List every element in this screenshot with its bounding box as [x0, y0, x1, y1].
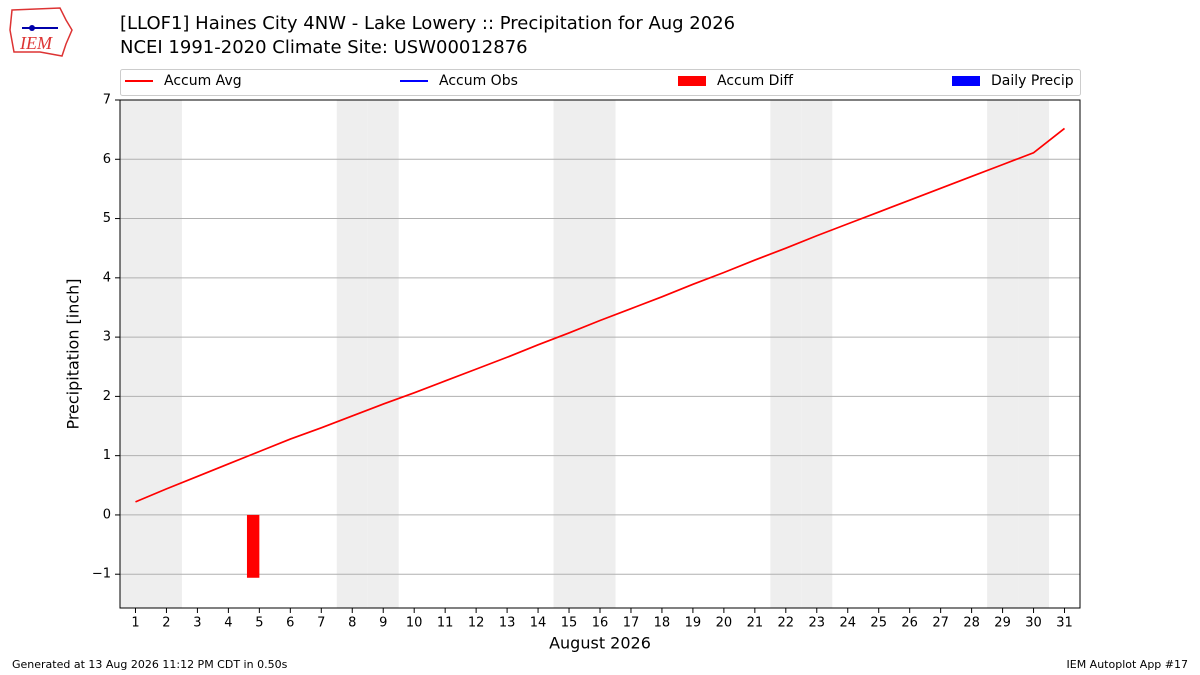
weekend-band: [120, 100, 151, 608]
legend-box: [120, 69, 1081, 96]
x-tick-label: 29: [994, 616, 1011, 631]
x-tick-label: 19: [685, 616, 702, 631]
x-tick-label: 5: [255, 616, 263, 631]
x-tick-label: 16: [592, 616, 609, 631]
legend-label: Daily Precip: [991, 73, 1074, 89]
y-tick-label: −1: [92, 567, 111, 582]
weekend-band: [336, 100, 368, 608]
x-tick-label: 10: [406, 616, 423, 631]
legend-label: Accum Avg: [164, 73, 242, 89]
x-tick-label: 4: [224, 616, 232, 631]
x-tick-label: 14: [530, 616, 547, 631]
chart-title: [LLOF1] Haines City 4NW - Lake Lowery ::…: [120, 13, 735, 34]
plot-frame: [119, 99, 1081, 609]
x-tick-label: 21: [747, 616, 764, 631]
x-tick-label: 2: [162, 616, 170, 631]
weekend-band: [770, 100, 802, 608]
legend-swatch: [678, 76, 706, 86]
weekend-band: [367, 100, 399, 608]
x-tick-label: 7: [317, 616, 325, 631]
logo: IEM: [9, 7, 73, 57]
x-tick-label: 30: [1025, 616, 1042, 631]
x-tick-label: 1: [131, 616, 139, 631]
x-tick-label: 12: [468, 616, 485, 631]
x-tick-label: 27: [932, 616, 949, 631]
logo-text: IEM: [19, 33, 53, 53]
chart-subtitle: NCEI 1991-2020 Climate Site: USW00012876: [120, 37, 528, 58]
x-axis-label: August 2026: [549, 634, 651, 653]
y-axis-label: Precipitation [inch]: [64, 278, 83, 429]
x-tick-label: 3: [193, 616, 201, 631]
weekend-band: [553, 100, 585, 608]
legend-label: Accum Obs: [439, 73, 518, 89]
x-tick-label: 8: [348, 616, 356, 631]
x-tick-label: 22: [778, 616, 795, 631]
x-tick-label: 28: [963, 616, 980, 631]
x-tick-label: 13: [499, 616, 516, 631]
footer-left: Generated at 13 Aug 2026 11:12 PM CDT in…: [12, 658, 288, 671]
y-tick-label: 0: [103, 507, 111, 522]
y-tick-label: 1: [103, 448, 111, 463]
weekend-band: [987, 100, 1019, 608]
weekend-band: [801, 100, 833, 608]
x-tick-label: 23: [809, 616, 826, 631]
x-tick-label: 9: [379, 616, 387, 631]
x-tick-label: 17: [623, 616, 640, 631]
x-tick-label: 26: [901, 616, 918, 631]
x-tick-label: 18: [654, 616, 671, 631]
weekend-band: [584, 100, 616, 608]
x-tick-label: 6: [286, 616, 294, 631]
y-tick-label: 3: [103, 330, 111, 345]
weekend-band: [1018, 100, 1050, 608]
bar: [246, 514, 260, 578]
weekend-band: [150, 100, 182, 608]
x-tick-label: 11: [437, 616, 454, 631]
y-tick-label: 4: [103, 270, 111, 285]
y-tick-label: 6: [103, 152, 111, 167]
series-line: [135, 127, 1066, 503]
legend-label: Accum Diff: [717, 73, 793, 89]
x-tick-label: 31: [1056, 616, 1073, 631]
footer-right: IEM Autoplot App #17: [1067, 658, 1189, 671]
x-tick-label: 25: [870, 616, 887, 631]
y-tick-label: 5: [103, 211, 111, 226]
x-tick-label: 15: [561, 616, 578, 631]
y-tick-label: 7: [103, 93, 111, 108]
y-tick-label: 2: [103, 389, 111, 404]
x-tick-label: 20: [716, 616, 733, 631]
legend-swatch: [952, 76, 980, 86]
x-tick-label: 24: [839, 616, 856, 631]
